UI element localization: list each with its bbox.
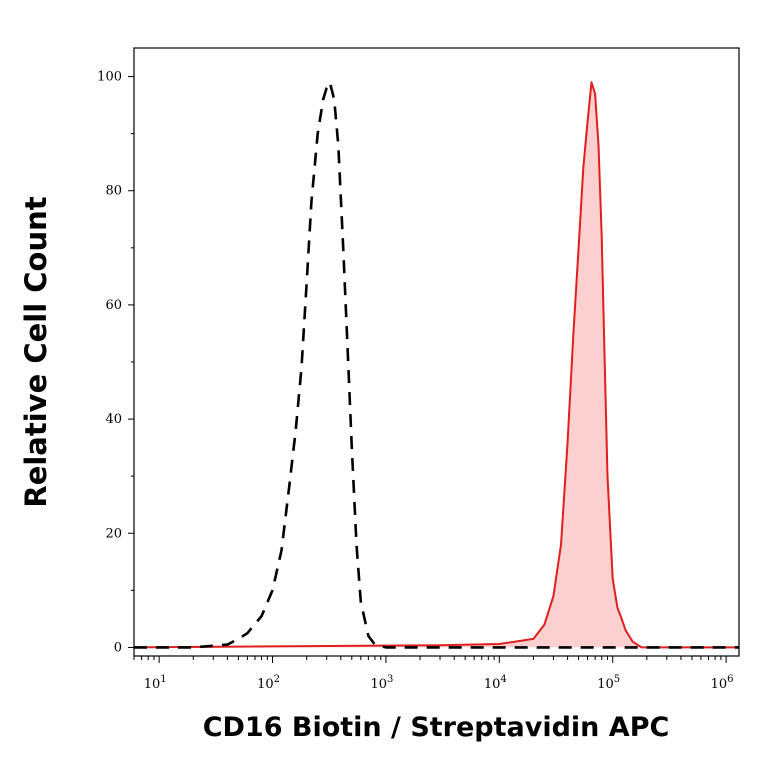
y-axis-title: Relative Cell Count xyxy=(19,196,53,507)
y-tick-label: 100 xyxy=(97,70,122,85)
x-tick-label: 103 xyxy=(370,674,393,692)
plot-frame xyxy=(133,47,740,657)
y-tick-label: 60 xyxy=(105,298,122,313)
x-axis: 101 102 103 104 105 106 xyxy=(133,656,734,692)
series-layer xyxy=(133,81,739,649)
x-axis-title: CD16 Biotin / Streptavidin APC xyxy=(203,712,670,743)
y-tick-label: 80 xyxy=(105,184,122,199)
y-axis: 0 20 40 60 80 100 xyxy=(97,70,134,655)
x-tick-label: 105 xyxy=(597,674,620,692)
x-tick-label: 101 xyxy=(144,674,167,692)
series-line-filled xyxy=(133,81,739,649)
y-tick-label: 20 xyxy=(105,526,122,541)
y-tick-label: 40 xyxy=(105,412,122,427)
series-fill xyxy=(134,82,739,648)
y-tick-label: 0 xyxy=(114,640,122,655)
series-line-dashed xyxy=(134,81,739,649)
x-tick-label: 102 xyxy=(257,674,280,692)
x-tick-label: 104 xyxy=(484,674,507,692)
x-tick-label: 106 xyxy=(711,674,734,692)
